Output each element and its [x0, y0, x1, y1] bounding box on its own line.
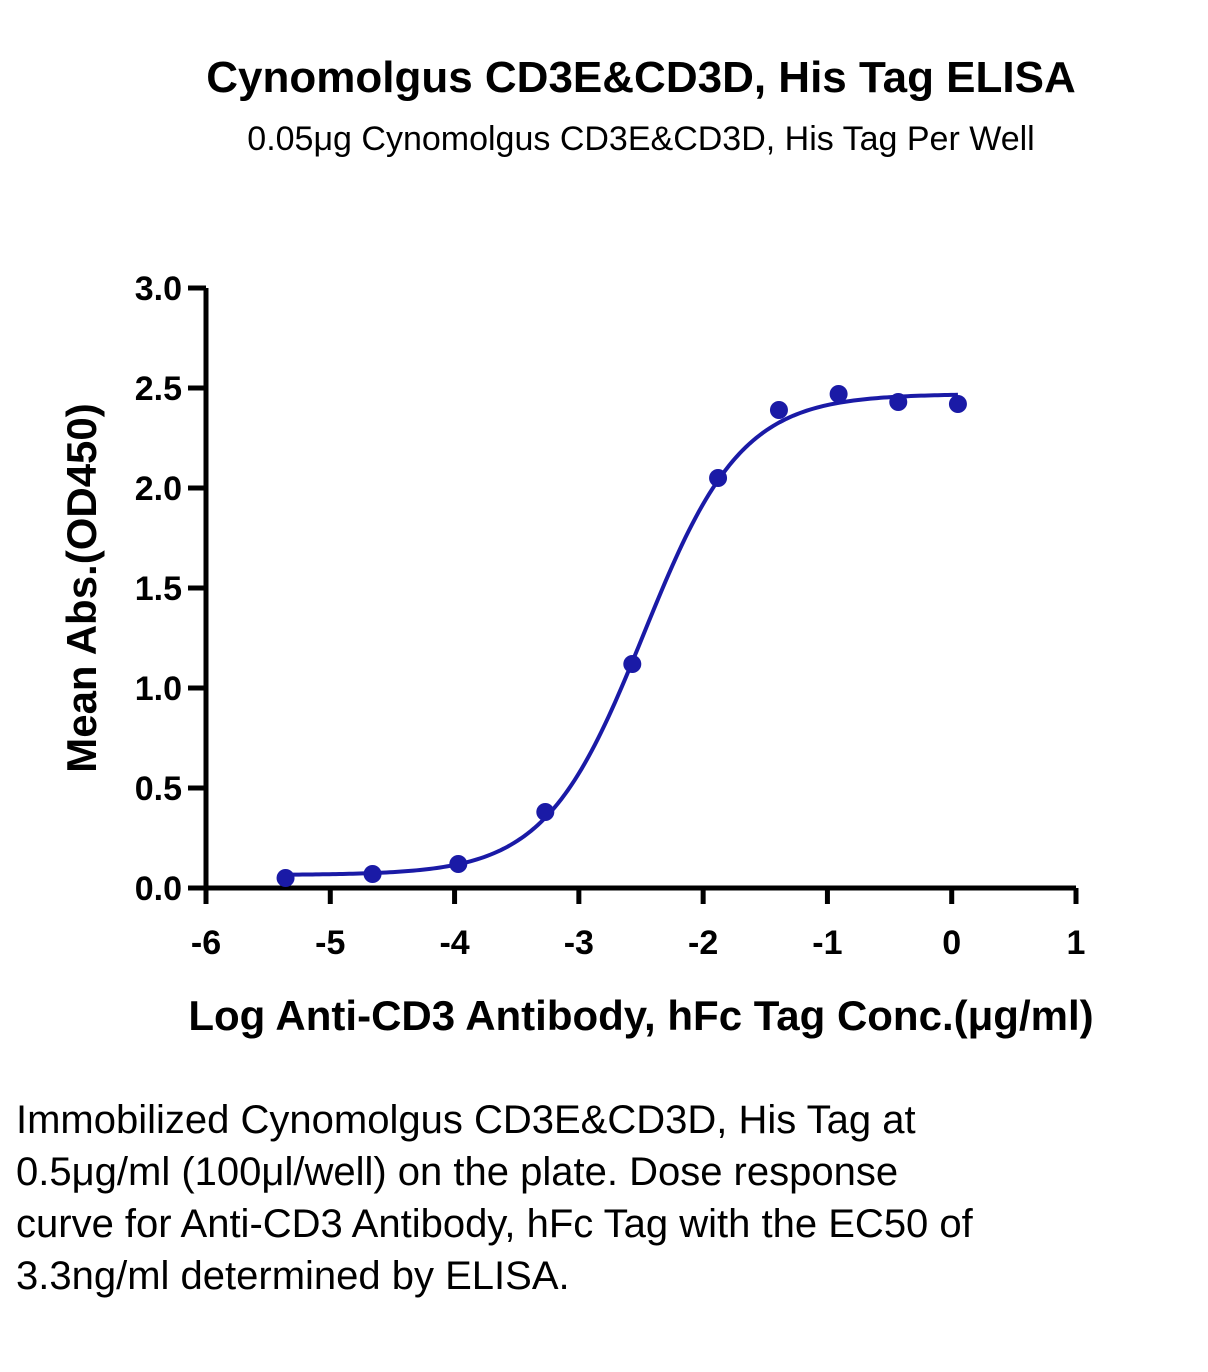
x-axis-ticks: -6 -5 -4 -3 -2 -1 0 1	[191, 888, 1086, 962]
y-axis-label: Mean Abs.(OD450)	[58, 403, 105, 773]
x-tick-label: -2	[688, 924, 718, 962]
x-tick-label: -5	[315, 924, 345, 962]
data-points	[276, 385, 967, 887]
x-tick-label: -4	[439, 924, 469, 962]
x-axis-label: Log Anti-CD3 Antibody, hFc Tag Conc.(μg/…	[188, 992, 1093, 1039]
axes	[203, 288, 1076, 891]
chart-subtitle: 0.05μg Cynomolgus CD3E&CD3D, His Tag Per…	[247, 120, 1034, 158]
data-point	[948, 395, 967, 413]
y-tick-label: 0.5	[135, 770, 182, 808]
y-tick-label: 1.5	[135, 570, 182, 608]
x-tick-label: -3	[564, 924, 594, 962]
data-point	[276, 869, 295, 887]
fit-curve	[285, 392, 958, 877]
data-point	[709, 469, 728, 487]
y-tick-label: 1.0	[135, 670, 182, 708]
y-tick-label: 3.0	[135, 270, 182, 308]
x-tick-label: 0	[942, 924, 961, 962]
x-tick-label: 1	[1067, 924, 1086, 962]
data-point	[536, 803, 555, 821]
data-point	[769, 401, 788, 419]
y-tick-label: 2.5	[135, 370, 182, 408]
data-point	[449, 855, 468, 873]
figure-caption: Immobilized Cynomolgus CD3E&CD3D, His Ta…	[16, 1098, 973, 1298]
data-point	[623, 655, 642, 673]
data-point	[363, 865, 382, 883]
y-tick-label: 2.0	[135, 470, 182, 508]
chart-title: Cynomolgus CD3E&CD3D, His Tag ELISA	[206, 53, 1076, 102]
x-tick-label: -1	[812, 924, 842, 962]
x-tick-label: -6	[191, 924, 221, 962]
y-axis-ticks: 0.0 0.5 1.0 1.5 2.0 2.5 3.0	[135, 270, 206, 908]
data-point	[829, 385, 848, 403]
data-point	[889, 393, 908, 411]
y-tick-label: 0.0	[135, 870, 182, 908]
